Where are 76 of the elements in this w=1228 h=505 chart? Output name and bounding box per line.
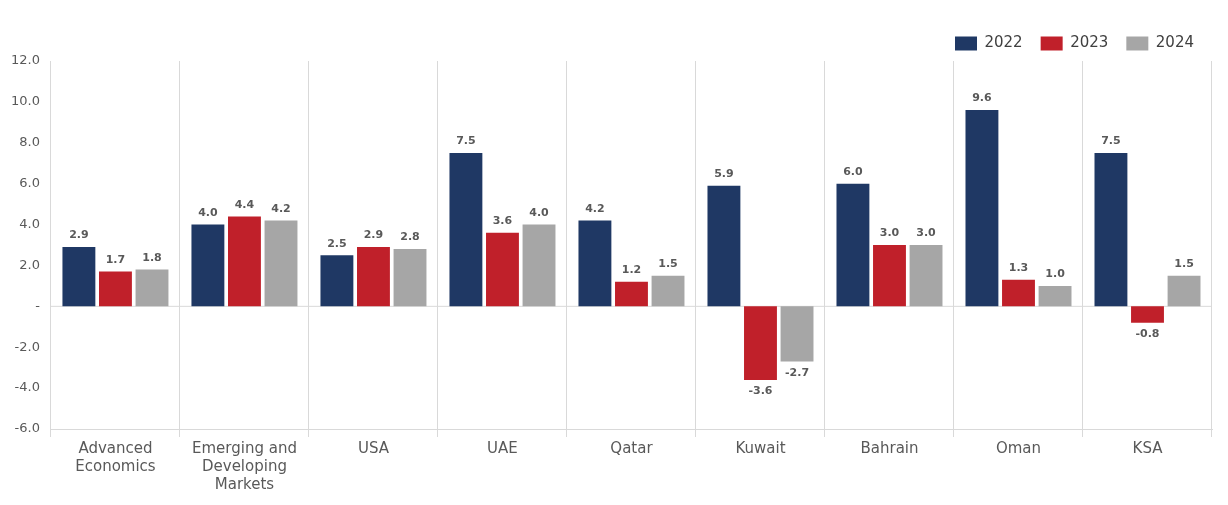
legend-label: 2023 [1070, 33, 1109, 52]
data-label: 4.2 [271, 201, 291, 215]
x-tick-label: Oman [995, 438, 1042, 457]
x-tick-label: KSA [1132, 438, 1164, 457]
bar [873, 245, 906, 307]
bar [522, 224, 556, 307]
bar [320, 255, 354, 307]
bar [264, 220, 298, 307]
data-label: 4.0 [529, 205, 550, 219]
data-label: -2.7 [785, 365, 810, 379]
bar [135, 269, 169, 307]
bar [486, 232, 519, 307]
data-label: 2.8 [400, 230, 420, 244]
y-tick-label: 2.0 [19, 256, 40, 272]
bar [1094, 153, 1128, 307]
data-label: 7.5 [456, 134, 476, 148]
data-label: 1.5 [1174, 257, 1194, 271]
data-label: -0.8 [1135, 327, 1160, 341]
bar [1038, 285, 1072, 307]
y-tick-label: -6.0 [14, 420, 40, 436]
bar [836, 183, 870, 307]
x-tick-label: Qatar [610, 438, 654, 457]
bar [1002, 279, 1035, 307]
y-tick-label: -2.0 [14, 338, 40, 354]
bar [1167, 275, 1201, 307]
bar [228, 216, 261, 307]
bar [1131, 306, 1164, 323]
data-label: 1.0 [1045, 267, 1066, 281]
data-label: 1.3 [1008, 261, 1029, 275]
bar [99, 271, 132, 307]
y-tick-label: 8.0 [19, 134, 40, 150]
bar [651, 275, 685, 307]
x-tick-label: Bahrain [860, 438, 919, 457]
bar [449, 153, 483, 307]
data-label: 3.0 [916, 226, 937, 240]
bar [615, 281, 648, 307]
bar [578, 220, 612, 307]
data-label: 1.7 [105, 252, 126, 266]
data-label: 6.0 [843, 165, 864, 179]
data-label: 1.2 [621, 263, 642, 277]
data-label: 7.5 [1101, 134, 1121, 148]
bar [191, 224, 225, 307]
data-label: 2.5 [327, 236, 347, 250]
x-tick-label: Kuwait [735, 438, 786, 457]
y-tick-label: - [35, 297, 41, 313]
legend-label: 2024 [1155, 33, 1195, 52]
y-tick-label: 12.0 [10, 52, 40, 68]
data-label: -3.6 [748, 384, 773, 398]
bar [909, 245, 943, 307]
data-label: 3.6 [492, 214, 513, 228]
bar [393, 249, 427, 307]
y-tick-label: -4.0 [14, 379, 40, 395]
data-label: 4.0 [198, 205, 218, 219]
data-label: 5.9 [714, 167, 734, 181]
x-tick-label: UAE [487, 438, 518, 457]
bar [744, 306, 777, 380]
data-label: 2.9 [69, 228, 89, 242]
y-tick-label: 10.0 [10, 93, 40, 109]
x-tick-label: USA [357, 438, 390, 457]
data-label: 4.2 [585, 201, 605, 215]
data-label: 4.4 [234, 197, 255, 211]
data-label: 1.8 [142, 250, 162, 264]
y-tick-label: 4.0 [19, 215, 40, 231]
bar [62, 247, 96, 307]
x-tick-label: Emerging and Developing Markets [191, 438, 297, 493]
data-label: 1.5 [658, 257, 678, 271]
data-label: 9.6 [972, 91, 993, 105]
y-tick-label: 6.0 [19, 175, 40, 191]
legend-label: 2022 [984, 33, 1023, 52]
data-label: 2.9 [363, 228, 384, 242]
x-tick-label: Advanced Economics [75, 438, 156, 475]
data-label: 3.0 [879, 226, 900, 240]
bar [780, 306, 814, 362]
bar [707, 185, 741, 307]
bar [965, 110, 999, 307]
bar [357, 247, 390, 307]
